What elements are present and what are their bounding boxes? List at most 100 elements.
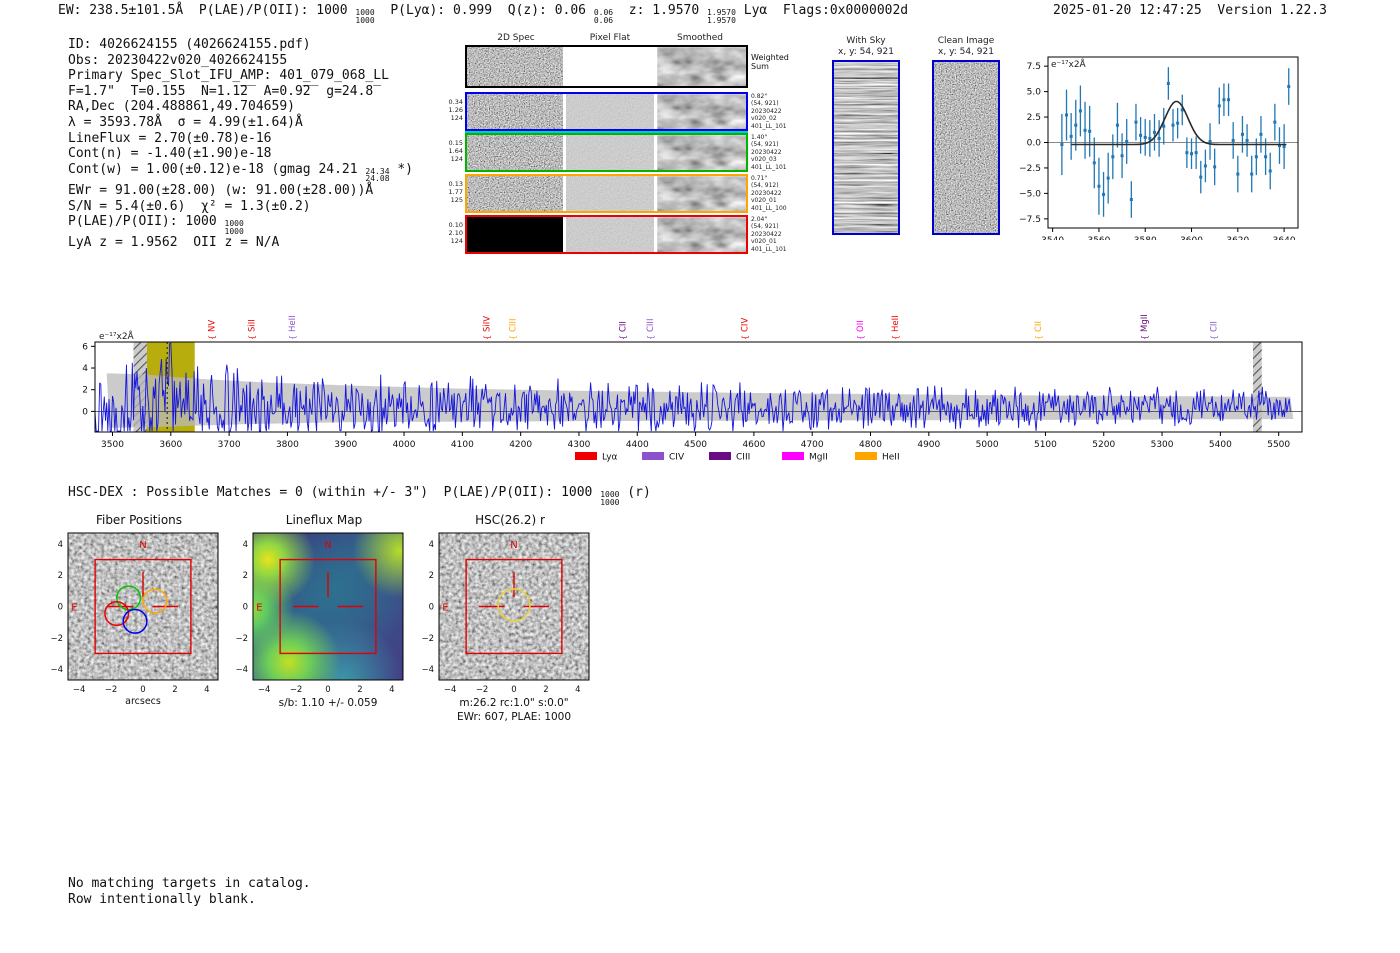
data-point — [1282, 145, 1286, 149]
cutout-panel: N E −4 −4 −2 −2 0 0 2 2 4 4 — [415, 525, 605, 715]
panel-coords-line: x, y: 54, 921 — [838, 46, 894, 57]
info-line: Cont(w) = 1.00(±0.12)e-18 (gmag 24.21 24… — [68, 162, 413, 183]
panel-coords-line: x, y: 54, 921 — [938, 46, 994, 57]
data-point — [1148, 136, 1152, 140]
x-tick-label: 4000 — [393, 440, 416, 450]
cutout-panel: N E −4 −4 −2 −2 0 0 2 2 4 4 arcsecs — [44, 525, 234, 715]
full-spectrum-plot: 3500 3600 3700 3800 3900 4000 4100 4200 4300 4400… — [82, 314, 1303, 463]
line-label-brace: { — [288, 335, 297, 340]
info-line: Obs: 20230422v020_4026624155 — [68, 53, 413, 69]
left-value: 2.10 — [448, 229, 463, 237]
fraction-top: 1000 — [600, 490, 620, 499]
text: LyA z = 1.9562 OII z = N/A — [68, 235, 280, 251]
x-tick-label: 5500 — [1267, 440, 1290, 450]
fiber-row-left-values: 0.10 2.10 124 — [441, 221, 463, 245]
line-label-brace: { — [741, 335, 750, 340]
y-tick-label: −2 — [50, 634, 63, 644]
left-value: 0.10 — [448, 221, 463, 229]
info-line: F=1.7" T=0.155 N=1.1̅2̅ A=0.9̅2̅ g=24.8̅ — [68, 84, 413, 100]
lineflux-heatmap — [253, 533, 403, 680]
fraction-top: 1.9570 — [707, 8, 736, 17]
data-point — [1208, 139, 1212, 143]
annotation-line: 20230422 — [751, 148, 782, 156]
cutout-overlay: N E −4 −4 −2 −2 0 0 2 2 4 4 — [421, 532, 590, 695]
data-point — [1227, 98, 1231, 102]
data-point — [1185, 151, 1189, 155]
spectrum-line — [94, 342, 1291, 432]
extraction-box — [279, 558, 377, 655]
y-tick-label: 0.0 — [1027, 139, 1042, 149]
fiber-circle — [104, 600, 130, 627]
cutout-image — [68, 533, 218, 680]
x-tick-label: 3600 — [159, 440, 182, 450]
fraction-top: 24.34 — [365, 166, 390, 176]
emission-line-label: CII — [1034, 321, 1044, 332]
line-label-brace: { — [208, 335, 217, 340]
note-line: Row intentionally blank. — [68, 891, 256, 907]
fiber-row-left-values: 0.15 1.64 124 — [441, 139, 463, 163]
smoothed-cell — [657, 135, 746, 170]
cutout-caption: s/b: 1.10 +/- 0.059 — [278, 697, 378, 709]
annotation-line: 0.82" — [751, 93, 768, 100]
x-tick-label: 3600 — [1180, 236, 1203, 240]
catalog-match-header: HSC-DEX : Possible Matches = 0 (within +… — [68, 485, 651, 506]
text: EWr = 91.00(±28.00) (w: 91.00(±28.00))Å — [68, 182, 374, 198]
cutout-overlay: N E −4 −4 −2 −2 0 0 2 2 4 4 — [235, 532, 404, 695]
catalog-header-text: HSC-DEX : Possible Matches = 0 (within +… — [68, 485, 601, 500]
y-tick-label: 4 — [58, 540, 63, 550]
fraction-top: 1000 — [224, 219, 244, 229]
emission-line-label: SiII — [247, 319, 257, 332]
annotation-line: 401_LL_101 — [751, 122, 787, 130]
data-point — [1143, 135, 1147, 139]
x-tick-label: 4300 — [568, 440, 591, 450]
compass-north-label: N — [510, 540, 517, 551]
fraction-top: 1000 — [355, 8, 375, 17]
legend-label: HeII — [882, 453, 900, 463]
data-point — [1194, 151, 1198, 155]
data-point — [1268, 169, 1272, 173]
left-value: 124 — [450, 114, 463, 122]
annotation-line: 1.40" — [751, 134, 768, 141]
clean-image-texture — [934, 62, 998, 233]
emission-line-label: CII — [1209, 321, 1219, 332]
x-tick-label: 0 — [140, 685, 145, 695]
note-line: No matching targets in catalog. — [68, 876, 311, 891]
x-tick-label: 3640 — [1273, 236, 1296, 240]
line-label-brace: { — [1034, 335, 1043, 340]
left-value: 0.13 — [448, 180, 463, 188]
stacked-fraction: 24.34 24.08 — [365, 166, 390, 183]
data-point — [1264, 155, 1268, 159]
text: F=1.7" T=0.155 N=1.1̅2̅ A=0.9̅2̅ g=24.8̅ — [68, 83, 374, 99]
fiber-row-annotation: 2.04" (54, 921) 20230422 v020_01 401_LL_101 — [751, 216, 801, 253]
info-line: P(LAE)/P(OII): 1000 1000 1000 — [68, 214, 413, 235]
data-point — [1259, 132, 1263, 136]
y-tick-label: −5.0 — [1020, 189, 1041, 199]
x-tick-label: 0 — [511, 685, 516, 695]
smoothed-cell — [657, 176, 746, 211]
annotation-line: v020_02 — [751, 115, 777, 123]
weighted-sum-row — [465, 45, 748, 88]
weighted-sum-line: Weighted — [751, 53, 789, 62]
fiber-row-annotation: 0.82" (54, 921) 20230422 v020_02 401_LL_101 — [751, 93, 801, 130]
text: ID: 4026624155 (4026624155.pdf) — [68, 37, 311, 52]
info-line: EWr = 91.00(±28.00) (w: 91.00(±28.00))Å — [68, 183, 413, 199]
catalog-notes: No matching targets in catalog. Row inte… — [68, 876, 311, 907]
cutout-caption: m:26.2 rc:1.0" s:0.0" — [459, 697, 569, 709]
x-tick-label: 4 — [389, 685, 394, 695]
left-value: 0.15 — [448, 139, 463, 147]
data-point — [1069, 134, 1073, 138]
x-tick-label: 4100 — [451, 440, 474, 450]
text: Cont(n) = -1.40(±1.90)e-18 — [68, 146, 272, 162]
x-tick-label: 5100 — [1034, 440, 1057, 450]
column-title: Pixel Flat — [589, 33, 631, 43]
data-point — [1134, 120, 1138, 124]
weighted-sum-label: Weighted Sum — [751, 53, 789, 71]
compass-north-label: N — [324, 540, 331, 551]
legend-label: CIII — [736, 453, 750, 463]
line-label-brace: { — [619, 335, 628, 340]
2d-spec-cell — [467, 217, 563, 252]
header-text: z: 1.9570 — [613, 3, 708, 18]
x-tick-label: 3500 — [101, 440, 124, 450]
data-point — [1245, 138, 1249, 142]
legend-swatch — [782, 452, 804, 460]
